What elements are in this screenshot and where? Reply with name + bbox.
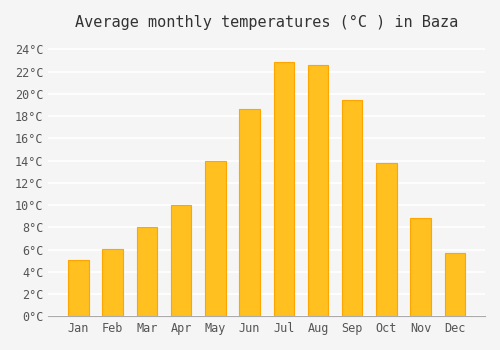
Title: Average monthly temperatures (°C ) in Baza: Average monthly temperatures (°C ) in Ba…	[75, 15, 458, 30]
Bar	[205, 161, 226, 316]
Bar	[171, 205, 192, 316]
Bar	[308, 65, 328, 316]
Bar	[240, 110, 260, 316]
Bar	[102, 248, 123, 316]
Bar	[136, 228, 157, 316]
Bar	[68, 260, 88, 316]
Bar	[274, 62, 294, 316]
Bar	[342, 100, 362, 316]
Bar	[410, 218, 431, 316]
Bar	[444, 253, 465, 316]
Bar	[376, 163, 396, 316]
